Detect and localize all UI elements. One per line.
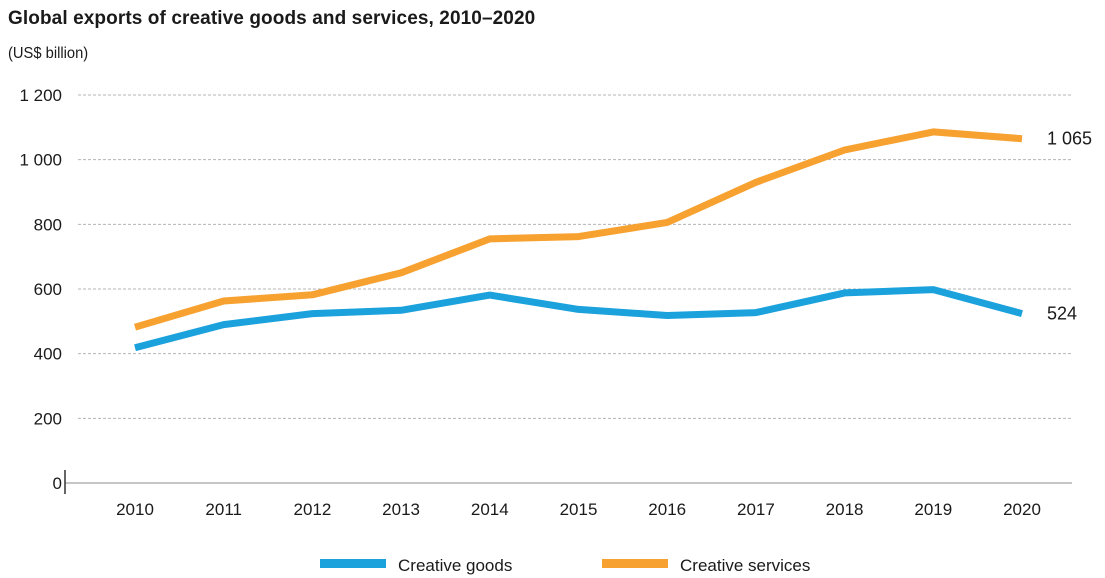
legend-label: Creative services <box>680 556 810 575</box>
chart-title: Global exports of creative goods and ser… <box>8 8 536 29</box>
x-tick-label: 2011 <box>205 500 242 519</box>
x-tick-label: 2018 <box>826 500 864 519</box>
data-point <box>132 344 139 351</box>
data-point <box>309 291 316 298</box>
y-tick-label: 1 200 <box>19 86 62 105</box>
end-label: 1 065 <box>1047 129 1092 149</box>
data-point <box>132 324 139 331</box>
data-point <box>1019 135 1026 142</box>
legend-label: Creative goods <box>398 556 512 575</box>
data-point <box>575 306 582 313</box>
data-point <box>486 292 493 299</box>
x-tick-label: 2010 <box>116 500 154 519</box>
x-tick-label: 2015 <box>560 500 598 519</box>
data-point <box>664 219 671 226</box>
legend-swatch <box>602 559 668 568</box>
y-tick-label: 800 <box>34 215 62 234</box>
x-tick-label: 2017 <box>737 500 775 519</box>
x-tick-label: 2014 <box>471 500 509 519</box>
y-tick-label: 400 <box>34 345 62 364</box>
data-point <box>1019 310 1026 317</box>
legend-swatch <box>320 559 386 568</box>
end-label: 524 <box>1047 304 1077 324</box>
data-point <box>309 310 316 317</box>
data-point <box>220 321 227 328</box>
data-point <box>486 235 493 242</box>
series-line <box>134 286 1023 352</box>
x-tick-label: 2016 <box>648 500 686 519</box>
y-tick-label: 600 <box>34 280 62 299</box>
data-point <box>220 297 227 304</box>
y-tick-label: 0 <box>53 474 62 493</box>
data-point <box>664 312 671 319</box>
data-point <box>398 307 405 314</box>
data-point <box>841 146 848 153</box>
data-point <box>930 128 937 135</box>
data-point <box>930 286 937 293</box>
x-tick-label: 2012 <box>293 500 331 519</box>
y-tick-label: 1 000 <box>19 151 62 170</box>
y-tick-label: 200 <box>34 409 62 428</box>
data-point <box>398 269 405 276</box>
x-tick-label: 2020 <box>1003 500 1041 519</box>
x-tick-label: 2019 <box>914 500 952 519</box>
data-point <box>752 179 759 186</box>
series-line <box>134 128 1023 331</box>
x-tick-label: 2013 <box>382 500 420 519</box>
chart-subtitle: (US$ billion) <box>8 45 89 62</box>
data-point <box>575 233 582 240</box>
data-point <box>841 289 848 296</box>
data-point <box>752 309 759 316</box>
